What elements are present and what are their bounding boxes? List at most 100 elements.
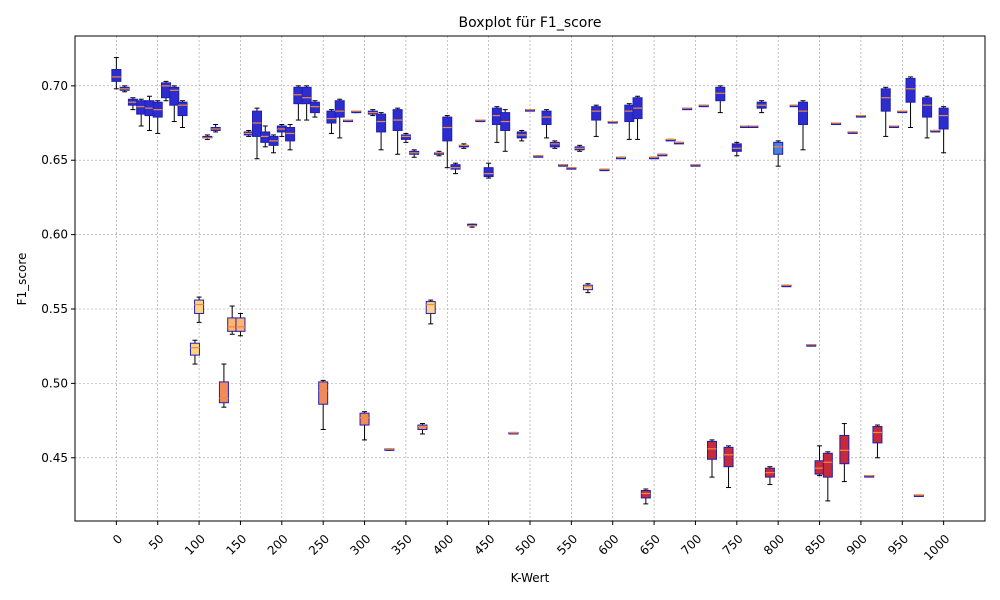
box-k-95 <box>189 339 200 365</box>
box-k-680 <box>673 141 684 145</box>
box-iqr <box>624 104 635 123</box>
box-iqr <box>334 100 345 118</box>
box-k-100 <box>194 296 205 323</box>
box-k-300 <box>359 411 370 441</box>
box-k-560 <box>574 144 585 152</box>
box-iqr <box>905 77 916 103</box>
box-k-980 <box>922 95 933 139</box>
box-k-370 <box>417 423 428 435</box>
y-axis-label: F1_score <box>15 253 29 306</box>
box-iqr <box>798 101 808 126</box>
box-k-310 <box>367 109 378 117</box>
box-k-470 <box>500 109 511 152</box>
box-iqr <box>880 88 891 112</box>
box-iqr <box>285 126 296 142</box>
box-iqr <box>301 86 312 105</box>
box-iqr <box>111 68 122 82</box>
box-k-390 <box>434 150 444 157</box>
box-iqr <box>177 101 188 117</box>
box-k-700 <box>690 164 701 167</box>
box-k-630 <box>632 95 643 140</box>
box-k-250 <box>318 379 329 431</box>
box-k-360 <box>409 149 420 158</box>
box-k-480 <box>508 431 519 435</box>
box-k-710 <box>698 104 709 108</box>
box-k-530 <box>549 140 560 149</box>
box-k-490 <box>516 129 527 142</box>
box-k-520 <box>541 109 552 139</box>
box-iqr <box>839 434 850 465</box>
box-k-440 <box>475 119 486 123</box>
box-iqr <box>359 412 370 426</box>
box-iqr <box>169 86 180 106</box>
box-iqr <box>218 381 229 404</box>
box-k-540 <box>558 164 569 167</box>
y-tick-label: 0.60 <box>41 228 68 242</box>
box-k-800 <box>773 140 784 167</box>
box-k-820 <box>789 104 800 108</box>
box-k-210 <box>285 124 296 151</box>
box-iqr <box>293 86 304 105</box>
box-k-0 <box>111 57 122 90</box>
y-tick-label: 0.45 <box>41 451 68 465</box>
box-k-880 <box>839 423 850 483</box>
box-k-150 <box>235 312 246 337</box>
box-iqr <box>822 452 833 478</box>
box-k-780 <box>756 100 767 114</box>
box-k-640 <box>640 488 651 505</box>
box-k-870 <box>831 122 842 126</box>
box-k-50 <box>152 100 163 134</box>
box-iqr <box>773 141 784 155</box>
box-k-590 <box>599 168 610 172</box>
box-k-270 <box>334 98 345 139</box>
box-k-380 <box>425 299 436 325</box>
box-k-790 <box>764 466 775 486</box>
box-k-570 <box>582 283 593 294</box>
box-k-950 <box>897 110 908 114</box>
box-iqr <box>189 342 200 356</box>
box-k-320 <box>376 112 387 151</box>
box-k-920 <box>872 424 883 459</box>
box-iqr <box>938 107 949 130</box>
box-k-230 <box>301 85 312 121</box>
box-iqr <box>541 110 552 126</box>
box-k-410 <box>450 162 461 175</box>
box-k-10 <box>119 85 130 93</box>
box-k-990 <box>930 129 941 133</box>
box-k-350 <box>400 132 411 143</box>
box-k-860 <box>822 451 833 502</box>
box-k-830 <box>798 100 808 151</box>
box-k-420 <box>458 143 469 149</box>
box-iqr <box>417 424 428 431</box>
box-iqr <box>318 381 329 405</box>
box-iqr <box>814 460 825 475</box>
box-k-740 <box>723 445 734 489</box>
box-iqr <box>442 116 453 142</box>
box-k-610 <box>616 156 626 160</box>
box-k-670 <box>665 138 676 142</box>
box-k-120 <box>210 124 221 133</box>
box-iqr <box>872 426 883 444</box>
box-k-890 <box>847 131 858 134</box>
box-iqr <box>235 317 246 332</box>
box-k-930 <box>880 86 891 137</box>
box-iqr <box>922 97 933 118</box>
box-k-500 <box>525 109 535 112</box>
box-iqr <box>425 301 436 314</box>
box-k-580 <box>591 104 602 137</box>
box-iqr <box>731 143 742 152</box>
box-k-240 <box>309 100 320 118</box>
box-k-170 <box>252 107 262 160</box>
box-k-720 <box>707 439 717 478</box>
box-k-650 <box>649 156 660 160</box>
box-k-770 <box>748 125 759 129</box>
box-iqr <box>161 82 171 99</box>
box-k-760 <box>740 125 751 129</box>
y-tick-label: 0.70 <box>41 79 68 93</box>
box-k-550 <box>566 167 577 170</box>
box-iqr <box>326 110 337 124</box>
box-k-600 <box>607 120 618 124</box>
box-iqr <box>309 101 320 114</box>
box-iqr <box>715 86 726 102</box>
